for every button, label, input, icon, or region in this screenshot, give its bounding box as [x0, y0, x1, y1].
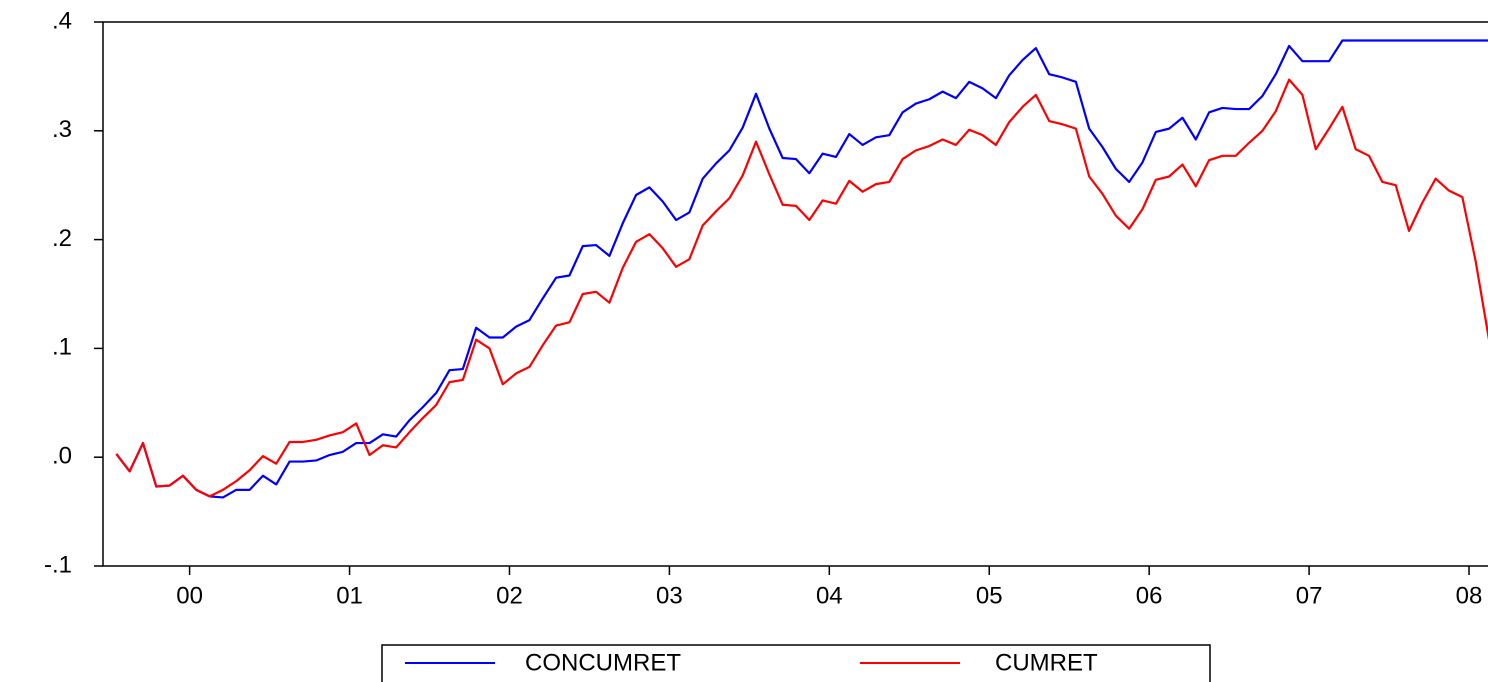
y-tick-label: .2 — [52, 225, 72, 252]
y-tick-label: .3 — [52, 116, 72, 143]
y-tick-label: .4 — [52, 7, 72, 34]
legend-box — [381, 644, 1211, 682]
y-tick-label: -.1 — [44, 551, 72, 578]
series-line — [115, 39, 1488, 499]
x-tick-label: 03 — [656, 582, 683, 609]
x-tick-label: 07 — [1296, 582, 1323, 609]
x-tick-label: 06 — [1136, 582, 1163, 609]
x-tick-label: 08 — [1456, 582, 1483, 609]
series-line — [115, 78, 1488, 498]
y-tick-label: .1 — [52, 334, 72, 361]
legend-label: CONCUMRET — [525, 649, 681, 676]
x-tick-label: 02 — [496, 582, 523, 609]
legend-label: CUMRET — [995, 649, 1098, 676]
x-tick-label: 04 — [816, 582, 843, 609]
y-tick-label: .0 — [52, 443, 72, 470]
x-tick-label: 00 — [176, 582, 203, 609]
x-tick-label: 01 — [336, 582, 363, 609]
plot-frame — [102, 21, 1488, 567]
x-tick-label: 05 — [976, 582, 1003, 609]
legend: CONCUMRET CUMRET — [381, 644, 1211, 682]
